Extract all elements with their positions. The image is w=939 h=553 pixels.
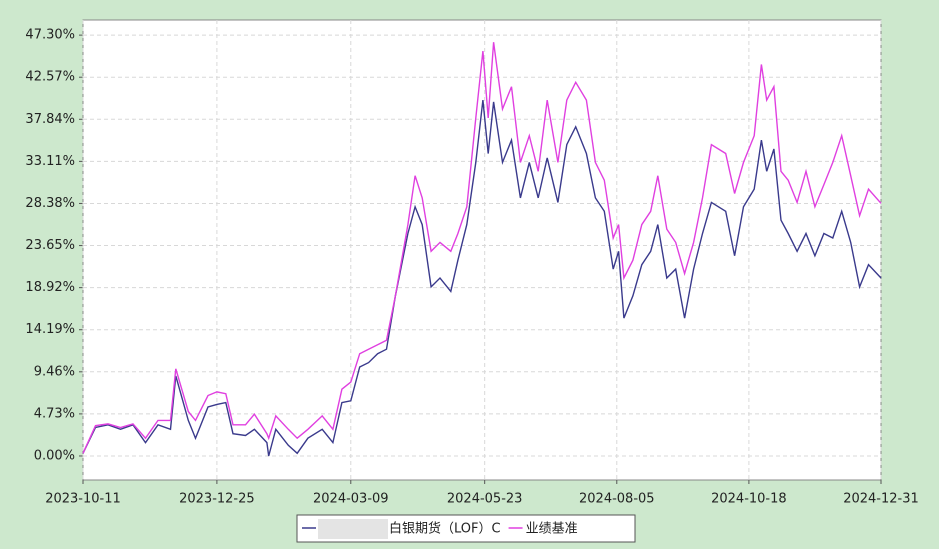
y-tick-label: 4.73% <box>34 406 75 421</box>
x-tick-label: 2023-10-11 <box>45 492 121 507</box>
y-tick-label: 0.00% <box>34 448 75 463</box>
legend: 白银期货（LOF）C 业绩基准 <box>296 514 636 543</box>
y-tick-label: 33.11% <box>25 154 75 169</box>
y-tick-label: 14.19% <box>25 322 75 337</box>
y-tick-label: 37.84% <box>25 112 75 127</box>
y-tick-label: 9.46% <box>34 364 75 379</box>
y-tick-label: 23.65% <box>25 238 75 253</box>
x-tick-label: 2024-12-31 <box>843 492 919 507</box>
x-tick-label: 2024-03-09 <box>313 492 389 507</box>
x-tick-label: 2023-12-25 <box>179 492 255 507</box>
legend-label: 白银期货（LOF）C <box>389 521 501 537</box>
series-line <box>82 42 882 454</box>
y-tick-label: 28.38% <box>25 196 75 211</box>
blur-mask <box>318 519 388 539</box>
y-tick-label: 18.92% <box>25 280 75 295</box>
y-tick-label: 47.30% <box>25 28 75 43</box>
x-tick-label: 2024-10-18 <box>711 492 787 507</box>
legend-label: 业绩基准 <box>526 522 578 537</box>
plot-area <box>82 19 882 481</box>
y-tick-label: 42.57% <box>25 70 75 85</box>
x-tick-label: 2024-08-05 <box>579 492 655 507</box>
series-line <box>82 100 882 457</box>
x-tick-label: 2024-05-23 <box>447 492 523 507</box>
